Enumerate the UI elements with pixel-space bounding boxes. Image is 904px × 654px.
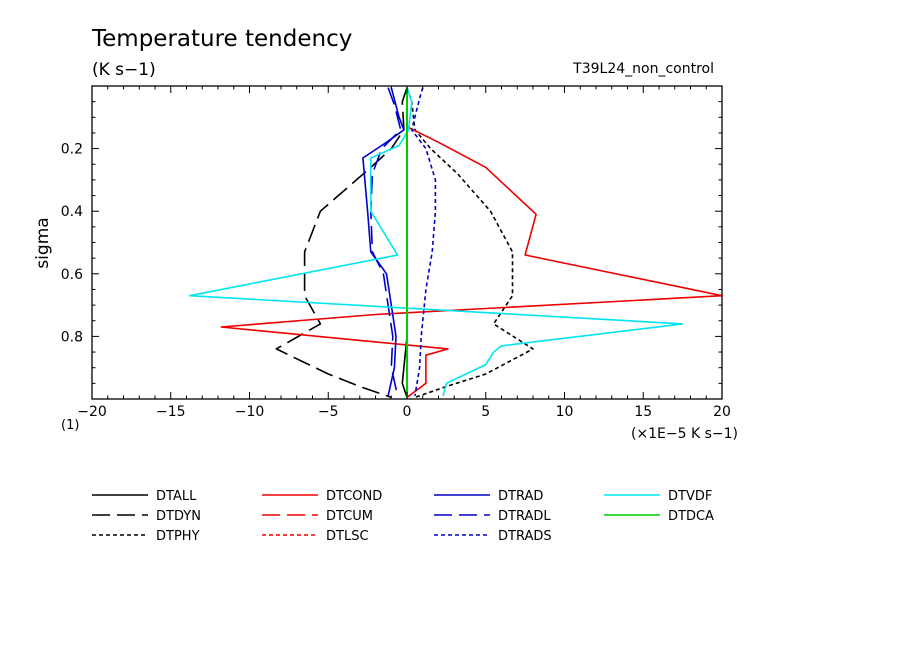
x-tick-label: −5: [318, 404, 339, 420]
x-tick-label: 5: [481, 404, 490, 420]
legend-label-dtcond: DTCOND: [326, 489, 382, 504]
series-line-dtrads: [410, 87, 437, 397]
legend-label-dtvdf: DTVDF: [668, 489, 712, 504]
series-line-dtradl: [369, 87, 402, 397]
legend-label-dtdyn: DTDYN: [156, 509, 201, 524]
series-line-dtdyn: [275, 87, 408, 399]
x-origin-label: (1): [61, 418, 79, 433]
axes: −20 −15 −10 −5 0 5 10 15 20 0.2 0.4 0.6 0.8: [61, 85, 731, 420]
x-axis-label: (×1E−5 K s−1): [631, 426, 738, 442]
legend-label-dtrads: DTRADS: [498, 529, 552, 544]
plot-area: [188, 87, 723, 399]
legend: DTALL DTDYN DTPHY DTCOND DTCUM DTLSC DTRAD DTRA…: [92, 489, 714, 544]
x-tick-label: 20: [713, 404, 731, 420]
legend-label-dtcum: DTCUM: [326, 509, 373, 524]
run-label: T39L24_non_control: [572, 61, 714, 77]
x-tick-label: 10: [556, 404, 574, 420]
series-line-dtcond: [220, 125, 723, 399]
legend-label-dtphy: DTPHY: [156, 529, 200, 544]
y-tick-label: 0.8: [61, 329, 83, 345]
legend-label-dtall: DTALL: [156, 489, 197, 504]
y-tick-label: 0.4: [61, 204, 83, 220]
chart-title: Temperature tendency: [91, 26, 352, 52]
legend-label-dtrad: DTRAD: [498, 489, 543, 504]
chart-subtitle: (K s−1): [92, 60, 156, 80]
x-tick-label: −20: [77, 404, 107, 420]
series-line-dtrad: [362, 87, 405, 397]
y-tick-label: 0.2: [61, 142, 83, 158]
y-axis-label: sigma: [33, 217, 53, 268]
y-tick-label: 0.6: [61, 267, 83, 283]
x-tick-label: 15: [634, 404, 652, 420]
x-tick-label: 0: [403, 404, 412, 420]
legend-label-dtdca: DTDCA: [668, 509, 714, 524]
x-tick-label: −10: [235, 404, 265, 420]
legend-label-dtradl: DTRADL: [498, 509, 551, 524]
legend-label-dtlsc: DTLSC: [326, 529, 369, 544]
x-tick-label: −15: [156, 404, 186, 420]
